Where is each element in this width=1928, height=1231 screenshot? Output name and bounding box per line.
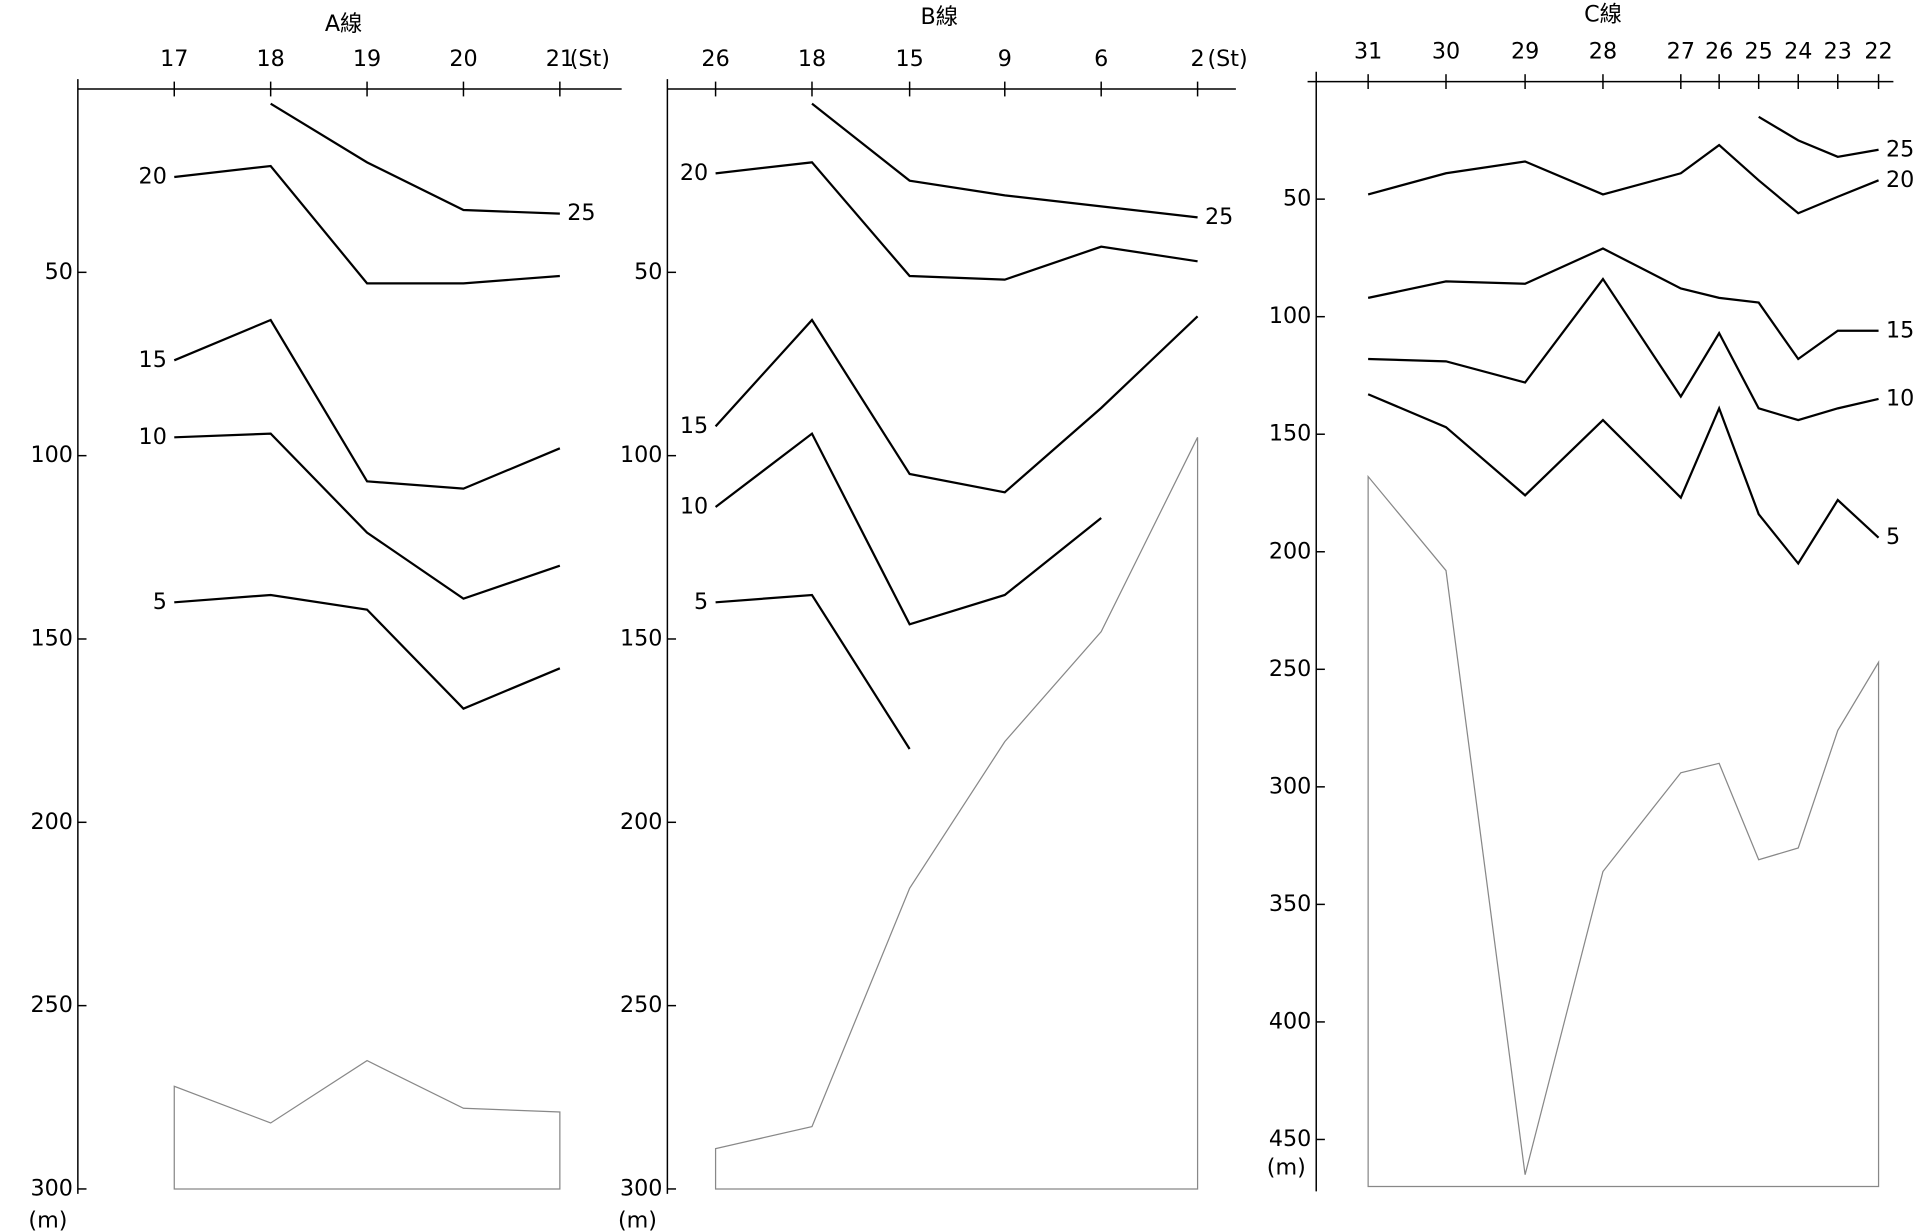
sea-bottom [173,1059,561,1190]
contour-line [270,102,560,215]
contour-line [714,431,1102,626]
y-tick-label: 200 [620,809,662,835]
contour-label: 10 [139,424,167,450]
y-tick-label: 150 [1269,421,1311,447]
x-tick-label: 2 [1191,46,1205,72]
x-tick-label: 29 [1511,38,1539,64]
y-axis-label: (m) [28,1208,67,1231]
contour-label: 15 [139,347,167,373]
x-tick-label: 15 [895,46,923,72]
contour-line [1367,247,1879,361]
x-tick-label: 26 [701,46,729,72]
contour-label: 10 [1886,385,1914,411]
contour-label: 20 [1886,167,1914,193]
x-axis-label: (St) [570,46,610,72]
y-tick-label: 100 [620,442,662,468]
contour-label: 20 [680,160,708,186]
y-tick-label: 100 [1269,303,1311,329]
y-axis-label: (m) [1267,1154,1306,1180]
y-tick-label: 200 [30,809,72,835]
contour-line [1367,393,1880,566]
contour-line [811,102,1198,219]
sea-bottom [1367,474,1880,1188]
y-tick-label: 350 [1269,891,1311,917]
x-tick-label: 31 [1354,38,1382,64]
contour-label: 15 [680,413,708,439]
contour-label: 15 [1886,317,1914,343]
x-tick-label: 9 [998,46,1012,72]
y-tick-label: 450 [1269,1126,1311,1152]
x-tick-label: 26 [1705,38,1733,64]
contour-line [174,432,561,600]
x-tick-label: 24 [1784,38,1812,64]
contour-label: 25 [1886,136,1914,162]
x-tick-label: 6 [1094,46,1108,72]
contour-label: 25 [1205,204,1233,230]
panel-title: B線 [921,4,959,30]
x-tick-label: 18 [257,46,285,72]
x-tick-label: 30 [1432,38,1460,64]
contour-line [174,593,561,710]
y-tick-label: 250 [1269,656,1311,682]
contour-label: 25 [567,200,595,226]
contour-line [715,161,1198,281]
y-tick-label: 100 [30,442,72,468]
x-tick-label: 20 [449,46,477,72]
x-tick-label: 19 [353,46,381,72]
contour-line [1758,115,1879,158]
y-tick-label: 50 [1283,186,1311,212]
x-tick-label: 25 [1745,38,1773,64]
x-tick-label: 21 [546,46,574,72]
contour-label: 10 [680,493,708,519]
y-tick-label: 300 [620,1175,662,1201]
x-tick-label: 22 [1864,38,1892,64]
contour-line [714,315,1199,494]
x-tick-label: 23 [1824,38,1852,64]
y-tick-label: 50 [45,259,73,285]
x-tick-label: 28 [1589,38,1617,64]
contour-label: 5 [694,589,708,615]
y-tick-label: 300 [1269,773,1311,799]
panel-title: A線 [325,11,362,37]
y-tick-label: 400 [1269,1008,1311,1034]
contour-label: 5 [153,589,167,615]
y-tick-label: 150 [30,625,72,651]
x-tick-label: 27 [1667,38,1695,64]
y-tick-label: 250 [620,992,662,1018]
contour-line [715,593,911,750]
sea-bottom [714,437,1199,1190]
y-tick-label: 50 [634,259,662,285]
contour-line [1367,143,1879,215]
panel-title: C線 [1584,1,1622,27]
y-tick-label: 250 [30,992,72,1018]
contour-line [174,164,560,285]
contour-line [1368,277,1879,422]
contour-line [173,318,561,490]
y-tick-label: 200 [1269,538,1311,564]
y-tick-label: 150 [620,625,662,651]
y-tick-label: 300 [30,1175,72,1201]
contour-label: 5 [1886,524,1900,550]
y-axis-label: (m) [618,1208,657,1231]
x-axis-label: (St) [1207,46,1247,72]
x-tick-label: 18 [798,46,826,72]
contour-label: 20 [139,164,167,190]
x-tick-label: 17 [160,46,188,72]
